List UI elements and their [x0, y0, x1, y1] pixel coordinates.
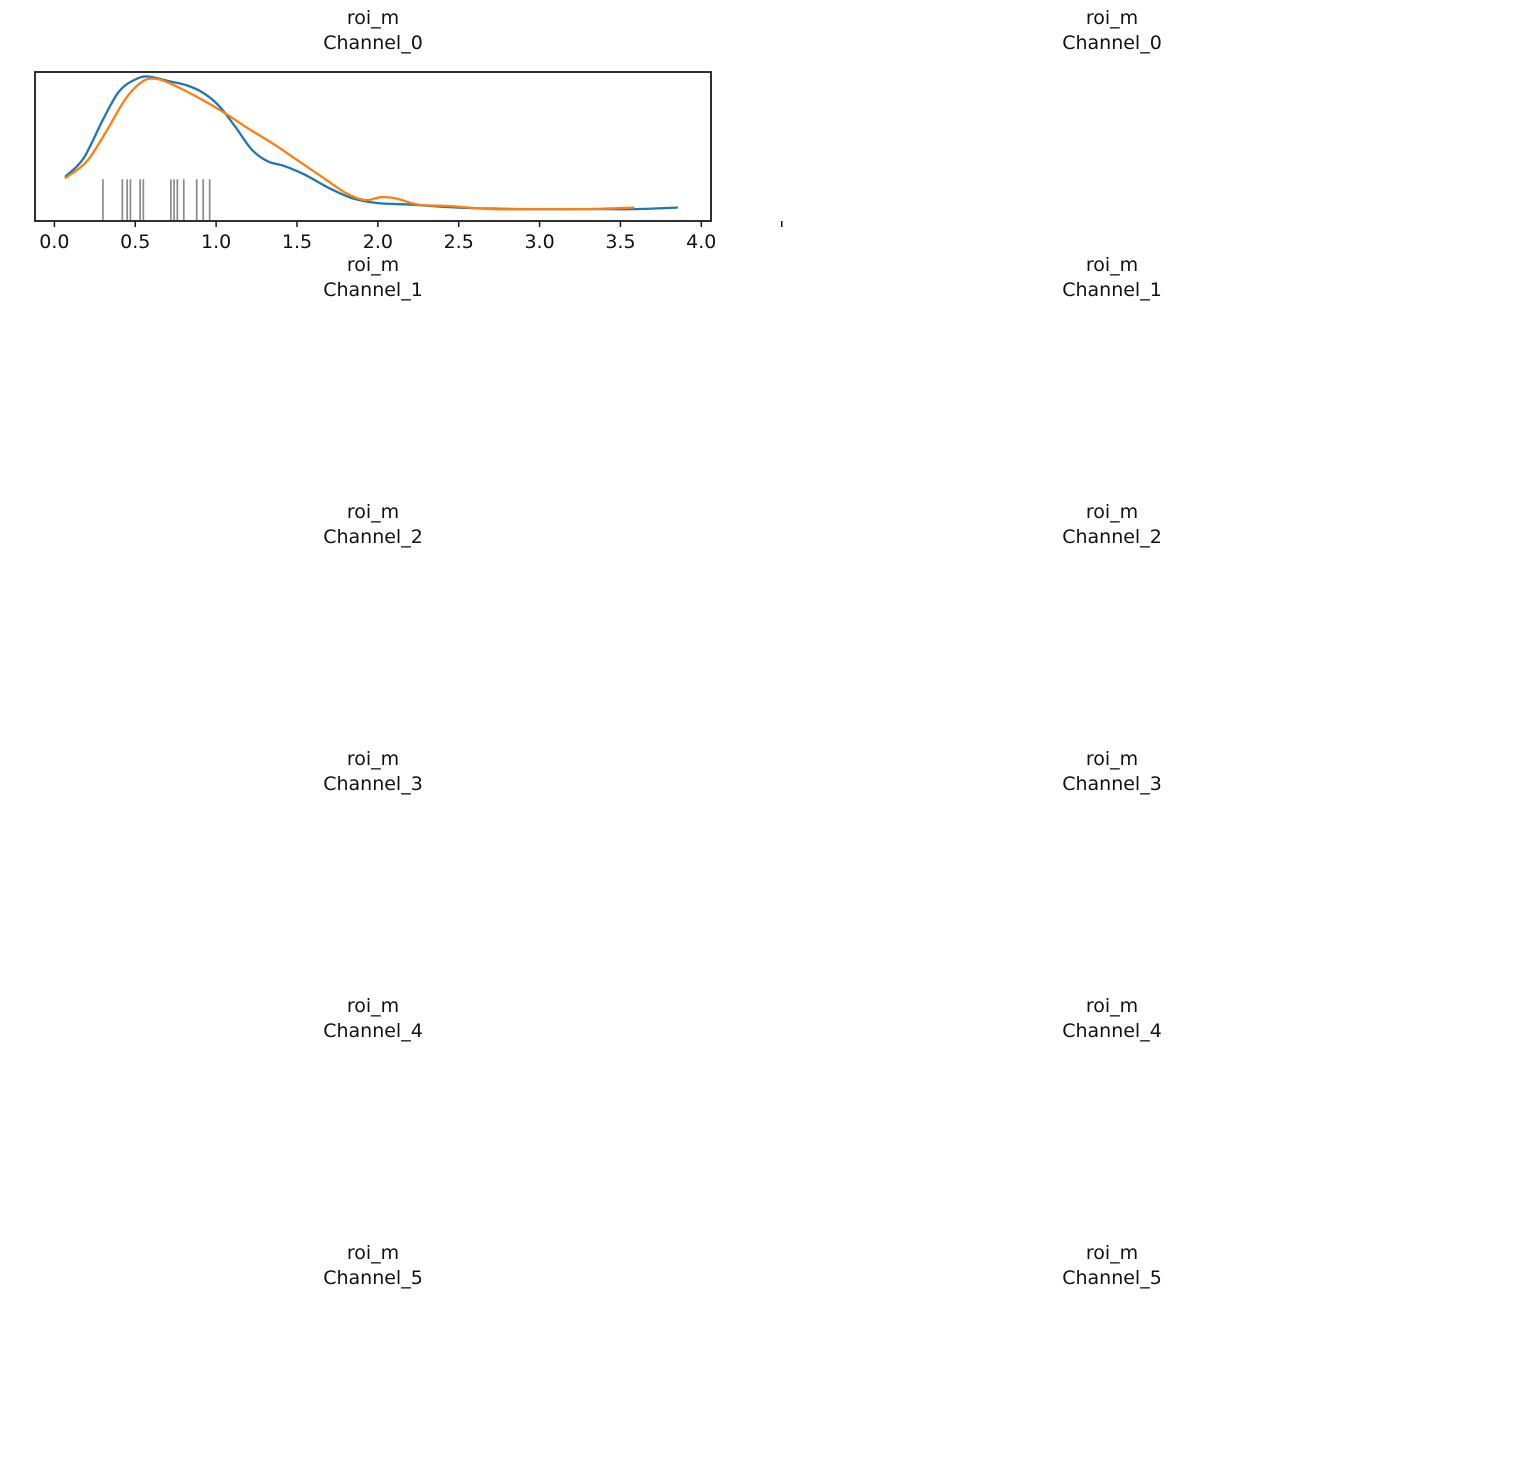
timeseries-canvas-channel-0 — [780, 221, 783, 227]
plot-title-line2: Channel_4 — [323, 1020, 423, 1042]
kde-canvas-channel-0: 0.0 0.5 1.0 1.5 2.0 2.5 3.0 3.5 4.0 — [34, 71, 716, 253]
plot-title-line1: roi_m — [1085, 748, 1139, 770]
plot-title-line1: roi_m — [1085, 254, 1139, 276]
plot-title: roi_m Channel_5 — [777, 1241, 1447, 1291]
plot-title: roi_m Channel_3 — [777, 747, 1447, 797]
timeseries-canvas-channel-5 — [757, 1235, 1514, 1482]
kde-canvas-channel-5 — [0, 1235, 757, 1482]
timeseries-canvas-channel-1 — [757, 247, 1514, 494]
subplot-kde-channel-3: roi_m Channel_3 — [0, 741, 757, 988]
subplot-kde-channel-2: roi_m Channel_2 — [0, 494, 757, 741]
svg-text:0.0: 0.0 — [39, 231, 69, 253]
subplot-timeseries-channel-4: roi_m Channel_4 — [757, 988, 1514, 1235]
plot-title-line2: Channel_1 — [1062, 279, 1162, 301]
plot-title-line1: roi_m — [1085, 7, 1139, 29]
kde-canvas-channel-1 — [0, 247, 757, 494]
plot-title-line1: roi_m — [346, 254, 400, 276]
plot-title: roi_m Channel_2 — [35, 500, 711, 550]
subplot-timeseries-channel-0: roi_m Channel_0 — [757, 0, 1514, 247]
plot-title: roi_m Channel_0 — [777, 6, 1447, 56]
plot-title: roi_m Channel_3 — [35, 747, 711, 797]
plot-title-line1: roi_m — [346, 748, 400, 770]
plot-title-line2: Channel_5 — [1062, 1267, 1162, 1289]
plot-title-line2: Channel_1 — [323, 279, 423, 301]
kde-canvas-channel-3 — [0, 741, 757, 988]
subplot-kde-channel-0: roi_m Channel_0 0.0 0.5 1.0 1.5 2.0 2.5 3.0 3.5… — [0, 0, 757, 253]
plot-title-line2: Channel_3 — [323, 773, 423, 795]
subplot-timeseries-channel-2: roi_m Channel_2 — [757, 494, 1514, 741]
plot-title: roi_m Channel_4 — [35, 994, 711, 1044]
plot-title: roi_m Channel_4 — [777, 994, 1447, 1044]
plot-title-line2: Channel_2 — [1062, 526, 1162, 548]
plot-title-line1: roi_m — [1085, 501, 1139, 523]
plot-title-line1: roi_m — [346, 1242, 400, 1264]
plot-title: roi_m Channel_1 — [777, 253, 1447, 303]
svg-text:0.5: 0.5 — [120, 231, 150, 253]
plot-title-line2: Channel_0 — [323, 32, 423, 54]
subplot-kde-channel-1: roi_m Channel_1 — [0, 247, 757, 494]
svg-text:1.0: 1.0 — [201, 231, 231, 253]
svg-text:2.0: 2.0 — [363, 231, 393, 253]
timeseries-canvas-channel-3 — [757, 741, 1514, 988]
subplot-timeseries-channel-3: roi_m Channel_3 — [757, 741, 1514, 988]
svg-text:4.0: 4.0 — [686, 231, 716, 253]
plot-title-line1: roi_m — [346, 995, 400, 1017]
kde-canvas-channel-4 — [0, 988, 757, 1235]
svg-text:1.5: 1.5 — [282, 231, 312, 253]
subplot-timeseries-channel-5: roi_m Channel_5 — [757, 1235, 1514, 1482]
plot-title-line2: Channel_2 — [323, 526, 423, 548]
svg-text:3.5: 3.5 — [605, 231, 635, 253]
plot-title-line1: roi_m — [1085, 1242, 1139, 1264]
plot-title: roi_m Channel_1 — [35, 253, 711, 303]
plot-title-line1: roi_m — [346, 501, 400, 523]
plot-title-line1: roi_m — [1085, 995, 1139, 1017]
subplot-kde-channel-5: roi_m Channel_5 — [0, 1235, 757, 1482]
plot-title-line2: Channel_3 — [1062, 773, 1162, 795]
timeseries-canvas-channel-2 — [757, 494, 1514, 741]
kde-canvas-channel-2 — [0, 494, 757, 741]
svg-text:2.5: 2.5 — [444, 231, 474, 253]
svg-text:3.0: 3.0 — [524, 231, 554, 253]
plot-title-line2: Channel_5 — [323, 1267, 423, 1289]
plot-title: roi_m Channel_5 — [35, 1241, 711, 1291]
plot-title-line2: Channel_4 — [1062, 1020, 1162, 1042]
plot-title: roi_m Channel_0 — [35, 6, 711, 56]
plot-title: roi_m Channel_2 — [777, 500, 1447, 550]
timeseries-canvas-channel-4 — [757, 988, 1514, 1235]
plot-title-line1: roi_m — [346, 7, 400, 29]
plot-title-line2: Channel_0 — [1062, 32, 1162, 54]
subplot-kde-channel-4: roi_m Channel_4 — [0, 988, 757, 1235]
subplot-timeseries-channel-1: roi_m Channel_1 — [757, 247, 1514, 494]
